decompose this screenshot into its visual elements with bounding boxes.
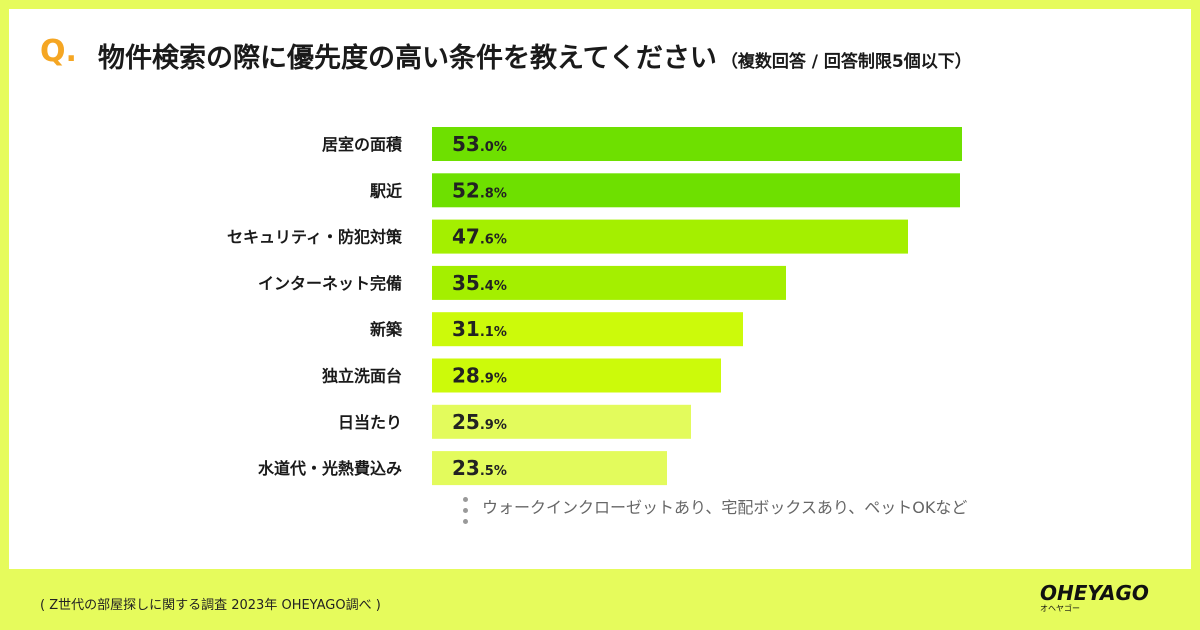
bar — [432, 265, 786, 300]
value-label: 25.9% — [452, 410, 507, 434]
bar — [432, 219, 908, 254]
source-note: ( Z世代の部屋探しに関する調査 2023年 OHEYAGO調べ ) — [40, 598, 381, 613]
value-label: 31.1% — [452, 317, 507, 341]
category-label: 日当たり — [338, 413, 402, 432]
logo-kana: オヘヤゴー — [1040, 604, 1080, 613]
bar — [432, 127, 962, 161]
bar — [432, 173, 960, 208]
category-label: 独立洗面台 — [322, 367, 402, 386]
value-label: 23.5% — [452, 456, 507, 480]
value-label: 35.4% — [452, 271, 507, 295]
bar — [432, 358, 721, 393]
value-label: 47.6% — [452, 225, 507, 249]
question-mark-label: Q. — [40, 34, 77, 69]
brand-logo: OHEYAGO オヘヤゴー — [1040, 582, 1150, 614]
ellipsis-vertical-icon — [463, 497, 469, 530]
bar — [432, 451, 667, 486]
category-label: 居室の面積 — [322, 135, 403, 154]
category-label: 駅近 — [369, 181, 402, 200]
category-label: 新築 — [370, 320, 403, 339]
value-label: 28.9% — [452, 364, 507, 388]
value-label: 52.8% — [452, 178, 507, 202]
chart-title: 物件検索の際に優先度の高い条件を教えてください （複数回答 / 回答制限5個以下） — [98, 36, 972, 75]
category-label: インターネット完備 — [258, 274, 402, 293]
other-answers-note: ウォークインクローゼットあり、宅配ボックスあり、ペットOKなど — [482, 498, 968, 517]
logo-wordmark: OHEYAGO — [1040, 581, 1149, 605]
chart-title-text: 物件検索の際に優先度の高い条件を教えてください — [98, 43, 717, 74]
bar — [432, 312, 743, 347]
category-label: 水道代・光熱費込み — [258, 459, 402, 478]
value-label: 53.0% — [452, 132, 507, 156]
category-label: セキュリティ・防犯対策 — [227, 228, 403, 247]
chart-subtitle: （複数回答 / 回答制限5個以下） — [720, 52, 972, 72]
bar — [432, 404, 691, 439]
